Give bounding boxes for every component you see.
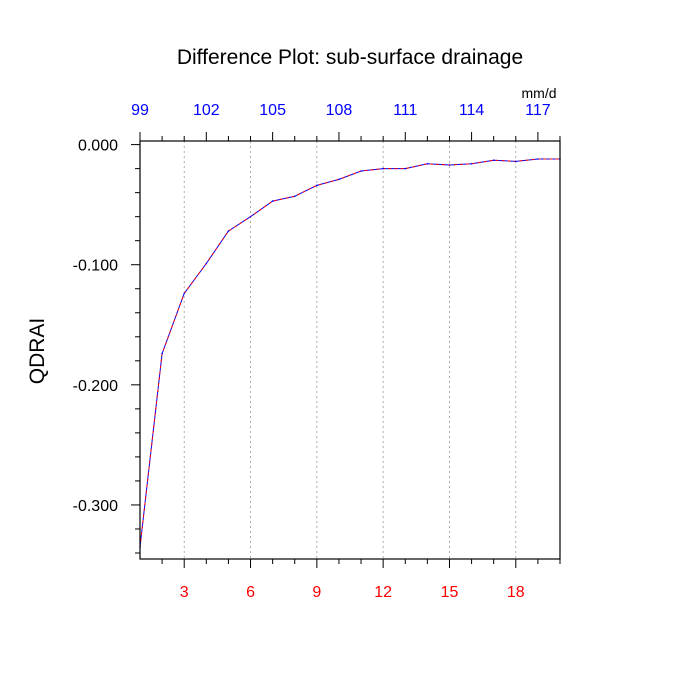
data-point [404, 167, 407, 170]
x-bottom-tick-label: 6 [246, 584, 255, 601]
chart-title: Difference Plot: sub-surface drainage [177, 46, 523, 69]
x-top-tick-label: 105 [259, 102, 286, 119]
x-bottom-tick-label: 12 [374, 584, 392, 601]
data-point [470, 163, 473, 165]
data-point [205, 262, 208, 265]
y-tick-label: -0.100 [73, 258, 118, 275]
data-point [161, 352, 163, 355]
top-axis-unit: mm/d [522, 85, 557, 101]
x-bottom-tick-label: 18 [507, 584, 525, 601]
data-point [537, 158, 539, 160]
data-point [271, 200, 274, 202]
data-point [249, 215, 252, 218]
data-point [448, 164, 451, 166]
y-tick-label: 0.000 [78, 138, 118, 155]
plot-frame [139, 140, 561, 560]
data-point [426, 163, 429, 165]
x-top-tick-label: 99 [131, 102, 149, 119]
data-point [382, 167, 385, 170]
data-point [492, 159, 495, 161]
x-top-tick-label: 102 [193, 102, 220, 119]
x-bottom-tick-label: 9 [312, 584, 321, 601]
data-point [316, 184, 318, 187]
series-line-dash [139, 158, 560, 548]
series-layer [139, 158, 561, 548]
data-point [360, 170, 362, 172]
data-point [293, 195, 296, 198]
y-axis-label: QDRAI [26, 318, 49, 385]
tick-layer [131, 132, 561, 568]
label-layer: 3 6 9 12 15 18 99 102 105 108 111 114 117 0.000 -0.100… [73, 102, 551, 601]
data-point [515, 160, 517, 163]
y-tick-label: -0.300 [73, 498, 118, 515]
data-point [183, 292, 185, 295]
x-top-tick-label: 114 [459, 102, 485, 119]
x-top-tick-label: 111 [393, 102, 417, 119]
series-line [139, 158, 560, 548]
x-bottom-tick-label: 15 [441, 584, 459, 601]
data-point [338, 178, 340, 181]
x-bottom-tick-label: 3 [180, 584, 189, 601]
data-point [227, 230, 230, 232]
y-tick-label: -0.200 [73, 378, 118, 395]
x-top-tick-label: 108 [326, 102, 353, 119]
x-top-tick-label: 117 [525, 102, 551, 119]
grid-layer [183, 141, 517, 559]
